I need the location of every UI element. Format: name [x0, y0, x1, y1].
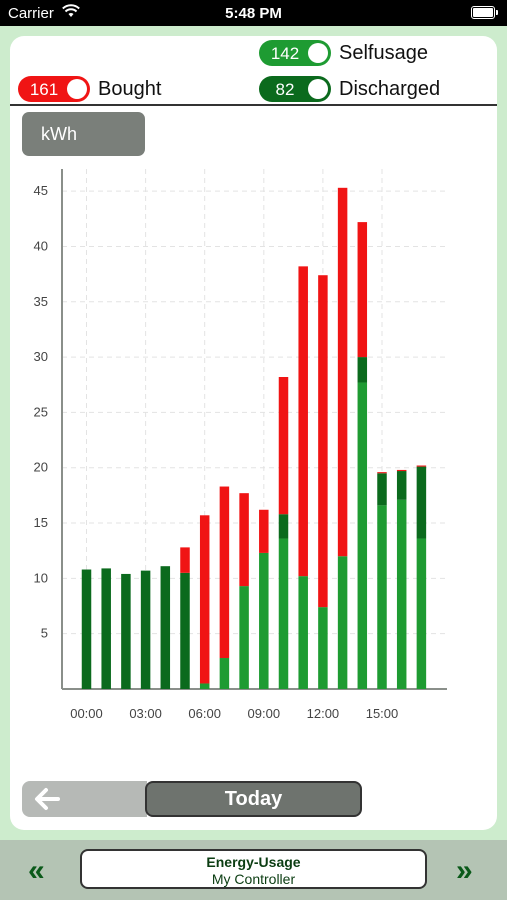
x-tick-label: 03:00: [129, 706, 162, 721]
bought-toggle[interactable]: 161: [18, 76, 90, 102]
selfusage-value: 142: [270, 44, 300, 63]
battery-icon: [471, 6, 498, 19]
selfusage-label: Selfusage: [339, 41, 428, 64]
y-tick-label: 10: [34, 570, 48, 585]
y-tick-label: 35: [34, 294, 48, 309]
legend-discharged[interactable]: 82 Discharged: [259, 76, 440, 102]
bar-selfusage: [337, 556, 348, 689]
bar-discharged: [180, 572, 190, 689]
discharged-label: Discharged: [339, 77, 441, 100]
bar-bought: [377, 472, 387, 474]
controller-name: My Controller: [211, 871, 296, 887]
discharged-toggle[interactable]: 82: [259, 76, 331, 102]
bar-discharged: [140, 570, 151, 689]
toggle-knob: [308, 43, 328, 63]
bar-discharged: [160, 566, 171, 689]
status-bar: Carrier 5:48 PM: [0, 0, 507, 26]
bar-bought: [357, 222, 368, 358]
bar-bought: [180, 547, 190, 573]
bar-selfusage: [357, 382, 368, 689]
x-tick-label: 09:00: [248, 706, 281, 721]
bar-bought: [219, 486, 230, 659]
previous-page-icon[interactable]: «: [28, 854, 45, 887]
y-tick-label: 45: [34, 183, 48, 198]
bar-bought: [239, 493, 249, 587]
y-tick-label: 5: [41, 626, 48, 641]
bought-label: Bought: [98, 77, 162, 100]
legend-selfusage[interactable]: 142 Selfusage: [259, 40, 428, 66]
y-tick-label: 40: [34, 238, 48, 253]
bar-bought: [278, 377, 289, 515]
previous-day-button[interactable]: [22, 781, 147, 817]
bar-discharged: [101, 568, 111, 689]
bar-discharged: [377, 473, 387, 506]
x-tick-label: 15:00: [366, 706, 399, 721]
divider: [10, 104, 497, 106]
next-page-icon[interactable]: »: [456, 854, 473, 887]
legend-bought[interactable]: 161 Bought: [18, 76, 161, 102]
bar-selfusage: [318, 607, 328, 689]
bar-bought: [259, 509, 269, 553]
bar-bought: [416, 465, 427, 467]
bar-selfusage: [377, 505, 387, 689]
bar-discharged: [121, 573, 131, 689]
energy-bar-chart: 5 10 15 20 25 30 35 40 45 00:00 03:00 06:00 09:00 12:…: [34, 169, 447, 721]
bar-discharged: [396, 471, 407, 500]
today-button[interactable]: Today: [145, 781, 362, 817]
bar-discharged: [278, 514, 289, 539]
bar-bought: [318, 275, 328, 608]
page-title: Energy-Usage: [206, 854, 301, 870]
y-tick-label: 25: [34, 404, 48, 419]
x-tick-label: 00:00: [70, 706, 103, 721]
bar-selfusage: [199, 683, 210, 689]
bought-value: 161: [29, 80, 59, 99]
y-tick-label: 20: [34, 460, 48, 475]
toggle-knob: [67, 79, 87, 99]
carrier-label: Carrier: [8, 5, 54, 22]
bar-discharged: [416, 466, 427, 539]
discharged-value: 82: [275, 80, 295, 99]
y-tick-label: 15: [34, 515, 48, 530]
bar-discharged: [81, 569, 92, 689]
y-tick-label: 30: [34, 349, 48, 364]
bar-selfusage: [219, 658, 230, 689]
bar-selfusage: [298, 576, 308, 689]
x-tick-label: 06:00: [188, 706, 221, 721]
bar-bought: [298, 266, 308, 577]
controller-selector[interactable]: Energy-Usage My Controller: [80, 849, 427, 889]
bar-selfusage: [416, 538, 427, 689]
clock: 5:48 PM: [225, 5, 282, 22]
unit-button[interactable]: kWh: [22, 112, 145, 156]
bar-bought: [396, 469, 407, 472]
selfusage-toggle[interactable]: 142: [259, 40, 331, 66]
bar-discharged: [357, 357, 368, 383]
bar-bought: [337, 187, 348, 557]
bottom-toolbar: « Energy-Usage My Controller »: [0, 840, 507, 900]
arrow-left-icon: [32, 785, 62, 818]
bar-selfusage: [239, 586, 249, 689]
x-tick-label: 12:00: [307, 706, 340, 721]
bar-selfusage: [396, 499, 407, 689]
toggle-knob: [308, 79, 328, 99]
wifi-icon: [62, 3, 80, 23]
energy-card: 142 Selfusage 161 Bought 82 Discharged k…: [10, 36, 497, 830]
bar-selfusage: [259, 552, 269, 689]
bar-bought: [199, 515, 210, 684]
bar-selfusage: [278, 538, 289, 689]
